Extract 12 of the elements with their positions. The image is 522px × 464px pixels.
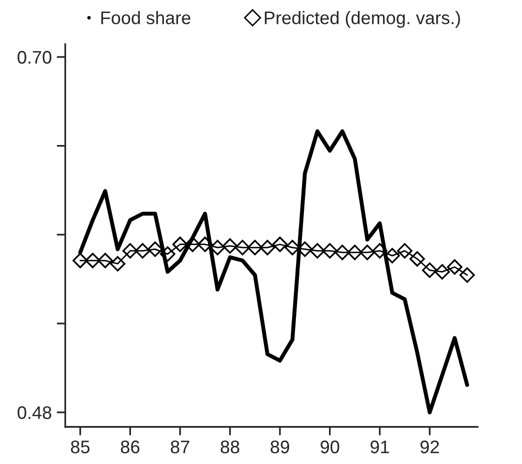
x-tick-label: 86	[120, 440, 140, 454]
x-tick-label: 89	[270, 440, 290, 454]
x-tick-label: 91	[370, 440, 389, 454]
x-tick-label: 87	[170, 440, 190, 454]
legend-label: Predicted (demog. vars.)	[264, 11, 460, 28]
x-tick-label: 85	[70, 440, 90, 454]
x-tick-label: 92	[420, 440, 439, 454]
x-tick-label: 88	[220, 440, 240, 454]
legend-label: Food share	[101, 11, 190, 24]
y-tick-label: 0.70	[18, 50, 52, 64]
y-tick-label: 0.48	[18, 406, 52, 420]
x-tick-label: 90	[320, 440, 340, 454]
